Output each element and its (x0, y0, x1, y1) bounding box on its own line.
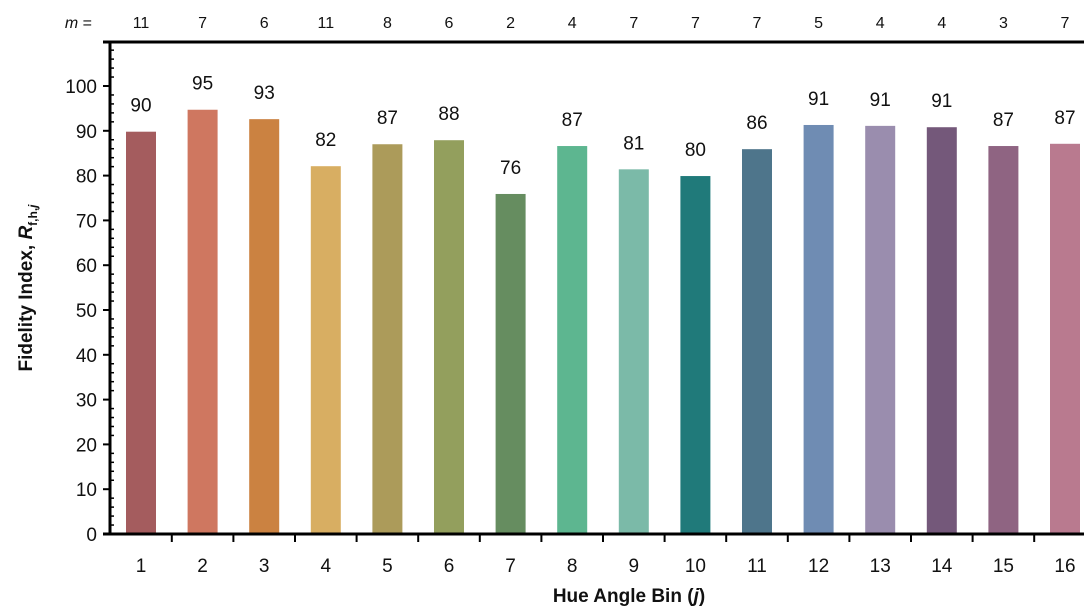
bar-bin-16 (1050, 143, 1080, 535)
y-axis: 0 10 20 30 40 50 60 70 80 90 100 (65, 42, 114, 546)
x-tick-label: 14 (931, 556, 953, 577)
m-value-bin-8: 4 (568, 15, 577, 32)
bar-bin-2 (187, 109, 218, 534)
x-tick-label: 5 (382, 556, 393, 577)
data-label-bin-13: 91 (870, 90, 891, 111)
bar-bin-5 (372, 144, 403, 535)
x-tick-label: 6 (444, 556, 455, 577)
m-row-label: m = (65, 15, 92, 32)
data-label-bin-3: 93 (254, 83, 275, 104)
x-tick-label: 7 (505, 556, 516, 577)
bar-bin-6 (434, 140, 464, 534)
bar-bin-1 (126, 131, 156, 535)
x-tick-label: 8 (567, 556, 578, 577)
m-value-bin-15: 3 (999, 15, 1008, 32)
m-value-bin-2: 7 (198, 15, 207, 32)
y-tick-label: 40 (76, 346, 97, 367)
bar-bin-14 (926, 127, 957, 534)
m-value-bin-12: 5 (814, 15, 823, 32)
bars-group (126, 109, 1080, 535)
m-value-bin-7: 2 (506, 15, 515, 32)
bar-bin-15 (988, 146, 1019, 535)
bar-bin-3 (249, 119, 280, 534)
y-tick-label: 10 (76, 480, 97, 501)
x-tick-label: 1 (136, 556, 147, 577)
data-label-bin-2: 95 (192, 74, 213, 95)
y-tick-label: 20 (76, 435, 97, 456)
y-tick-label: 70 (76, 211, 97, 232)
y-tick-label: 100 (65, 77, 97, 98)
y-tick-label: 50 (76, 301, 97, 322)
x-tick-label: 9 (629, 556, 640, 577)
x-tick-label: 2 (197, 556, 208, 577)
data-label-bin-4: 82 (315, 130, 336, 151)
m-value-bin-11: 7 (753, 15, 762, 32)
x-tick-label: 13 (870, 556, 891, 577)
x-tick-label: 10 (685, 556, 706, 577)
m-value-bin-5: 8 (383, 15, 392, 32)
m-value-bin-3: 6 (260, 15, 269, 32)
bar-bin-8 (557, 146, 588, 535)
data-labels-group: 90 95 93 82 87 88 76 87 81 80 86 91 91 91 87 87 (130, 74, 1075, 179)
bar-bin-11 (742, 149, 772, 534)
y-tick-label: 90 (76, 122, 97, 143)
m-value-bin-9: 7 (629, 15, 638, 32)
x-axis: 1 2 3 4 5 6 7 8 9 10 11 12 13 14 15 16 (103, 532, 1084, 577)
data-label-bin-10: 80 (685, 140, 706, 161)
y-tick-label: 80 (76, 167, 97, 188)
m-value-bin-1: 11 (133, 15, 150, 32)
data-label-bin-8: 87 (562, 110, 583, 131)
data-label-bin-7: 76 (500, 158, 521, 179)
m-value-bin-13: 4 (876, 15, 885, 32)
m-value-bin-6: 6 (445, 15, 454, 32)
data-label-bin-12: 91 (808, 89, 829, 110)
m-value-bin-4: 11 (317, 15, 334, 32)
x-tick-label: 15 (993, 556, 1014, 577)
x-tick-label: 16 (1054, 556, 1075, 577)
x-tick-label: 12 (808, 556, 829, 577)
data-label-bin-6: 88 (438, 104, 459, 125)
data-label-bin-15: 87 (993, 110, 1014, 131)
bar-bin-7 (495, 193, 526, 534)
bar-bin-12 (803, 124, 834, 534)
bar-bin-13 (865, 125, 896, 534)
data-label-bin-9: 81 (623, 133, 644, 154)
y-tick-label: 60 (76, 256, 97, 277)
x-axis-title: Hue Angle Bin (j) (553, 586, 705, 607)
m-value-bin-10: 7 (691, 15, 700, 32)
data-label-bin-16: 87 (1054, 108, 1075, 129)
bar-bin-4 (310, 166, 341, 534)
y-tick-label: 30 (76, 391, 97, 412)
y-tick-label: 0 (86, 525, 97, 546)
x-tick-label: 11 (747, 556, 767, 577)
m-value-bin-14: 4 (937, 15, 946, 32)
bar-bin-10 (680, 176, 711, 534)
bar-bin-9 (618, 169, 649, 534)
data-label-bin-5: 87 (377, 108, 398, 129)
data-label-bin-14: 91 (931, 91, 952, 112)
y-axis-title: Fidelity Index, Rf,h,j (16, 204, 40, 372)
m-count-row: m = 11 7 6 11 8 6 2 4 7 7 7 5 4 4 3 7 (65, 15, 1070, 32)
data-label-bin-1: 90 (130, 96, 151, 117)
data-label-bin-11: 86 (746, 113, 767, 134)
x-tick-label: 3 (259, 556, 270, 577)
m-value-bin-16: 7 (1061, 15, 1070, 32)
x-tick-label: 4 (321, 556, 332, 577)
